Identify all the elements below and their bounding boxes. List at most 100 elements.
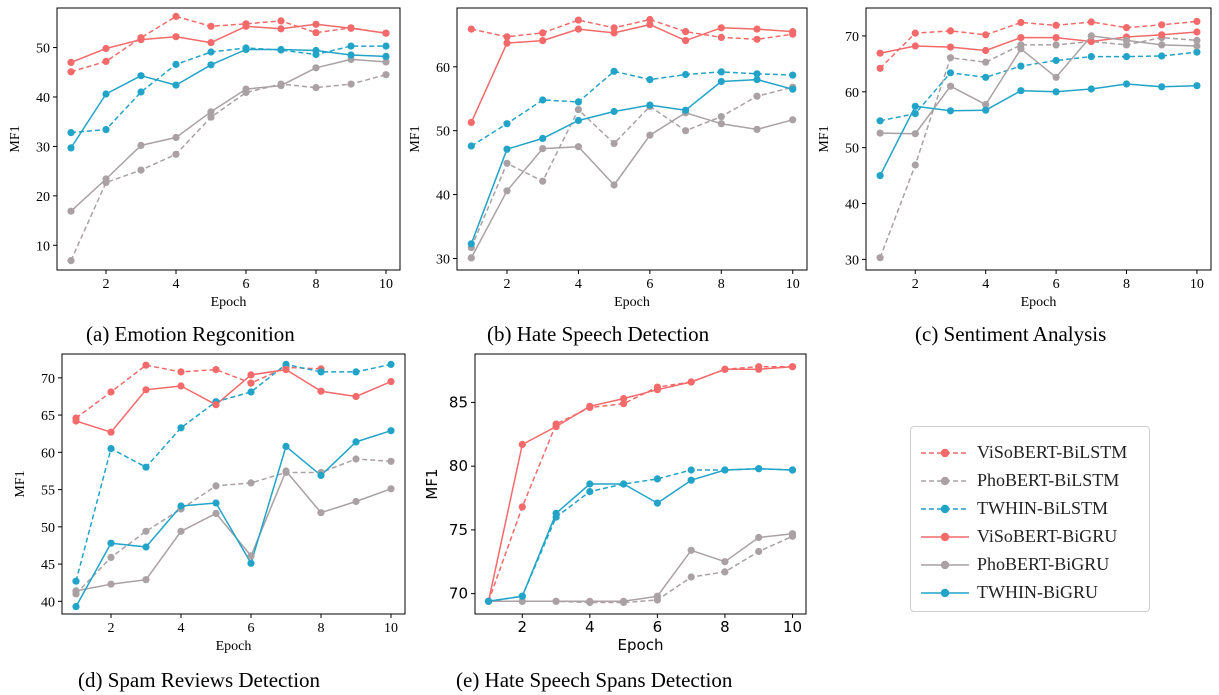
y-tick-label: 50 — [41, 521, 55, 536]
series-line — [70, 73, 387, 261]
data-point — [755, 365, 763, 373]
data-point — [102, 44, 110, 53]
x-tick-label: 4 — [173, 277, 180, 292]
legend-label: TWHIN-BiLSTM — [977, 498, 1108, 518]
data-point — [317, 509, 325, 517]
data-point — [586, 488, 594, 496]
data-point — [789, 71, 797, 79]
data-point — [1017, 34, 1025, 42]
data-point — [247, 388, 255, 396]
data-point — [946, 69, 955, 77]
data-point — [212, 366, 220, 374]
data-point — [503, 159, 511, 167]
data-point — [646, 131, 654, 139]
data-point — [610, 67, 618, 75]
data-point — [1087, 32, 1095, 40]
data-point — [1087, 37, 1095, 46]
series-line — [470, 112, 793, 259]
data-point — [207, 22, 215, 30]
x-tick-label: 8 — [313, 277, 320, 292]
series-line — [70, 15, 387, 73]
data-point — [982, 46, 990, 55]
y-tick-label: 10 — [36, 239, 50, 254]
data-point — [789, 85, 797, 93]
series-line — [70, 45, 386, 134]
data-point — [212, 401, 220, 409]
data-point — [172, 150, 180, 158]
data-point — [172, 133, 180, 142]
y-tick-label: 60 — [41, 446, 55, 461]
series-line — [471, 18, 793, 41]
data-point — [620, 395, 628, 403]
data-point — [518, 503, 526, 511]
data-point — [539, 29, 547, 37]
x-tick-label: 2 — [103, 277, 110, 292]
data-point — [1052, 41, 1060, 49]
data-point — [142, 361, 150, 369]
data-point — [1193, 28, 1201, 36]
data-point — [1017, 62, 1025, 70]
data-point — [911, 130, 919, 138]
data-point — [467, 118, 475, 126]
data-point — [67, 68, 75, 76]
data-point — [653, 592, 662, 600]
data-point — [911, 102, 919, 110]
series-line — [880, 35, 1197, 135]
x-tick-label: 8 — [318, 621, 325, 636]
data-point — [574, 106, 583, 114]
x-axis-label: Epoch — [211, 295, 247, 310]
data-point — [1122, 36, 1131, 45]
data-point — [387, 378, 395, 386]
data-point — [352, 438, 360, 446]
legend-swatch-twhin-bilstm — [921, 504, 969, 514]
data-point — [172, 81, 180, 89]
data-point — [242, 22, 250, 30]
data-point — [610, 107, 618, 116]
data-point — [72, 603, 80, 611]
data-point — [137, 166, 145, 174]
series-line — [75, 470, 392, 592]
y-tick-label: 40 — [436, 189, 450, 204]
legend-swatch-phobert-bigru — [921, 560, 969, 570]
data-point — [620, 597, 628, 605]
data-point — [1122, 80, 1131, 88]
legend-item: ViSoBERT-BiLSTM — [911, 439, 1149, 467]
data-point — [982, 73, 990, 81]
data-point — [137, 141, 145, 149]
data-point — [1193, 36, 1201, 45]
data-point — [347, 51, 355, 59]
series-line — [470, 23, 793, 123]
y-tick-label: 40 — [36, 91, 50, 106]
data-point — [312, 84, 320, 92]
caption-b: (b) Hate Speech Detection — [487, 322, 710, 346]
y-tick-label: 50 — [436, 125, 450, 140]
data-point — [177, 502, 185, 510]
data-point — [317, 387, 325, 395]
x-tick-label: 6 — [653, 618, 663, 636]
series-line — [879, 83, 1197, 176]
data-point — [102, 175, 110, 183]
data-point — [172, 33, 180, 41]
data-point — [72, 417, 80, 425]
data-point — [352, 392, 360, 401]
data-point — [277, 45, 285, 54]
data-point — [552, 597, 560, 605]
data-point — [382, 42, 390, 50]
data-point — [1158, 21, 1166, 29]
y-axis-label: MF1 — [423, 468, 441, 499]
data-point — [552, 509, 560, 517]
y-tick-label: 40 — [845, 198, 859, 213]
data-point — [242, 45, 250, 54]
data-point — [788, 466, 797, 474]
data-point — [67, 144, 75, 152]
data-point — [753, 125, 761, 133]
data-point — [72, 587, 80, 595]
data-point — [574, 16, 583, 24]
data-point — [1158, 41, 1166, 49]
data-point — [247, 552, 255, 560]
data-point — [653, 499, 662, 507]
data-point — [1087, 85, 1095, 93]
x-axis-label: Epoch — [618, 636, 664, 654]
data-point — [1122, 53, 1131, 61]
data-point — [247, 379, 255, 387]
